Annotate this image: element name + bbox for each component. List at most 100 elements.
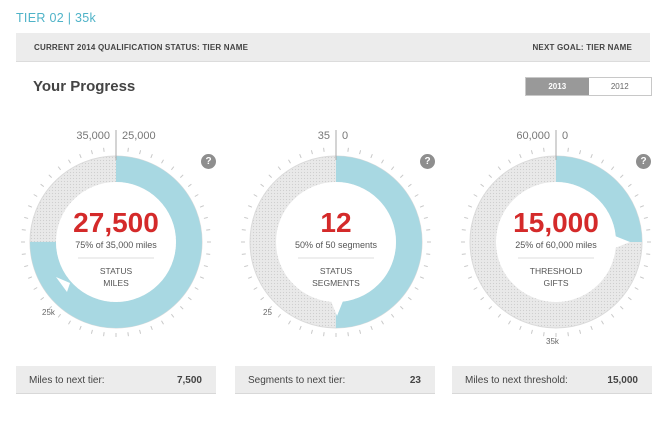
gauge-tick xyxy=(241,253,246,255)
gauge-tick xyxy=(508,159,511,164)
gauge-tick xyxy=(567,147,569,152)
footer-segments-to-next-tier: Segments to next tier: 23 xyxy=(235,366,435,394)
gauge-tick xyxy=(33,287,38,290)
gauge-tick xyxy=(57,313,61,318)
gauge-tick xyxy=(248,276,253,279)
gauge-tick xyxy=(48,174,53,179)
progress-title: Your Progress xyxy=(33,78,136,95)
gauge-tick xyxy=(519,154,522,159)
gauge-threshold-gifts: 60,000 0 15,000 25% of 60,000 miles THRE… xyxy=(461,130,651,346)
gauge-tick xyxy=(579,329,582,334)
gauge-tick xyxy=(464,216,469,219)
gauge-tick xyxy=(90,329,93,334)
gauge-marker-pointer xyxy=(56,277,70,292)
help-icon[interactable]: ? xyxy=(201,154,216,169)
gauge-tick xyxy=(139,329,142,334)
gauge-tick xyxy=(150,154,153,159)
gauge-tick xyxy=(627,297,632,301)
gauge-tick xyxy=(464,265,469,268)
gauge-tick xyxy=(423,216,428,219)
gauge-tick xyxy=(643,265,648,268)
gauge-label-line2: GIFTS xyxy=(543,278,568,288)
gauge-tick xyxy=(634,287,639,290)
gauge-tick xyxy=(103,147,105,152)
gauge-tick xyxy=(199,276,204,279)
gauge-tick xyxy=(299,325,302,330)
footer-value: 15,000 xyxy=(607,375,638,386)
gauge-tick xyxy=(79,325,82,330)
gauge-tick xyxy=(179,174,184,179)
gauge-progress-arc xyxy=(30,156,202,328)
gauge-tick xyxy=(203,216,208,219)
year-toggle: 2013 2012 xyxy=(525,77,652,96)
gauge-top-right-label: 0 xyxy=(562,130,568,142)
gauge-tick xyxy=(33,194,38,197)
gauge-subtitle: 75% of 35,000 miles xyxy=(75,240,157,250)
gauge-tick xyxy=(639,276,644,279)
gauge-tick xyxy=(268,305,273,310)
gauge-top-right-label: 0 xyxy=(342,130,348,142)
tier-title: TIER 02 | 35k xyxy=(16,11,97,25)
gauge-inner-face xyxy=(496,182,616,302)
gauge-tick xyxy=(391,166,395,171)
current-status-label: CURRENT 2014 QUALIFICATION STATUS: TIER … xyxy=(34,43,249,52)
gauge-tick xyxy=(543,332,545,337)
gauge-tick xyxy=(426,229,431,231)
gauge-tick xyxy=(268,174,273,179)
gauge-tick xyxy=(103,332,105,337)
gauge-tick xyxy=(381,320,384,325)
gauge-marker-label: 25 xyxy=(263,308,272,317)
gauge-label-line2: SEGMENTS xyxy=(312,278,360,288)
gauge-tick-marks xyxy=(21,147,211,337)
gauge-tick xyxy=(260,183,265,187)
gauge-status-miles: 35,000 25,000 27,500 75% of 35,000 miles… xyxy=(21,130,211,337)
gauge-tick xyxy=(248,205,253,208)
gauge-marker-label: 25k xyxy=(42,308,56,317)
gauge-tick xyxy=(28,205,33,208)
help-icon[interactable]: ? xyxy=(636,154,651,169)
gauge-top-left-label: 60,000 xyxy=(516,130,550,142)
gauge-tick xyxy=(244,265,249,268)
gauge-tick xyxy=(323,332,325,337)
gauge-tick xyxy=(480,183,485,187)
gauge-tick xyxy=(48,305,53,310)
help-icon[interactable]: ? xyxy=(420,154,435,169)
gauge-tick xyxy=(407,183,412,187)
gauge-tick xyxy=(139,150,142,155)
gauge-tick xyxy=(590,325,593,330)
gauge-progress-arc xyxy=(250,156,422,328)
gauge-tick xyxy=(473,287,478,290)
gauge-tick xyxy=(423,265,428,268)
gauge-inner-face xyxy=(56,182,176,302)
gauge-top-right-label: 25,000 xyxy=(122,130,156,142)
gauge-tick xyxy=(277,166,281,171)
gauge-label-line1: STATUS xyxy=(100,266,133,276)
gauge-tick xyxy=(79,154,82,159)
gauge-tick xyxy=(508,320,511,325)
gauge-tick xyxy=(299,154,302,159)
gauge-tick xyxy=(611,166,615,171)
gauge-tick xyxy=(187,297,192,301)
gauge-status-segments: 35 0 12 50% of 50 segments STATUS SEGMEN… xyxy=(241,130,431,337)
gauge-tick xyxy=(370,325,373,330)
year-2013-tab[interactable]: 2013 xyxy=(526,78,589,95)
gauge-tick xyxy=(241,229,246,231)
gauge-tick xyxy=(21,253,26,255)
gauge-tick xyxy=(40,297,45,301)
gauge-value: 15,000 xyxy=(513,207,599,238)
gauges-svg: 35,000 25,000 27,500 75% of 35,000 miles… xyxy=(21,130,651,346)
gauge-tick xyxy=(461,229,466,231)
gauge-tick xyxy=(497,166,501,171)
gauge-tick-marks xyxy=(461,147,651,337)
gauge-label-line1: THRESHOLD xyxy=(530,266,582,276)
gauge-tick xyxy=(206,253,211,255)
gauge-tick xyxy=(567,332,569,337)
gauge-top-left-label: 35 xyxy=(318,130,330,142)
footer-label: Segments to next tier: xyxy=(248,375,346,386)
gauge-tick xyxy=(24,265,29,268)
year-2012-tab[interactable]: 2012 xyxy=(588,78,651,95)
gauge-tick xyxy=(399,305,404,310)
gauge-tick xyxy=(310,150,313,155)
gauge-tick xyxy=(171,313,175,318)
gauge-tick xyxy=(619,174,624,179)
